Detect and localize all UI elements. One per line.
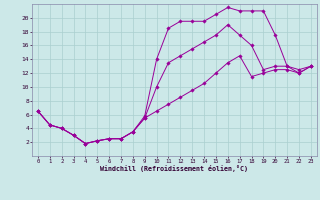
X-axis label: Windchill (Refroidissement éolien,°C): Windchill (Refroidissement éolien,°C): [100, 165, 248, 172]
